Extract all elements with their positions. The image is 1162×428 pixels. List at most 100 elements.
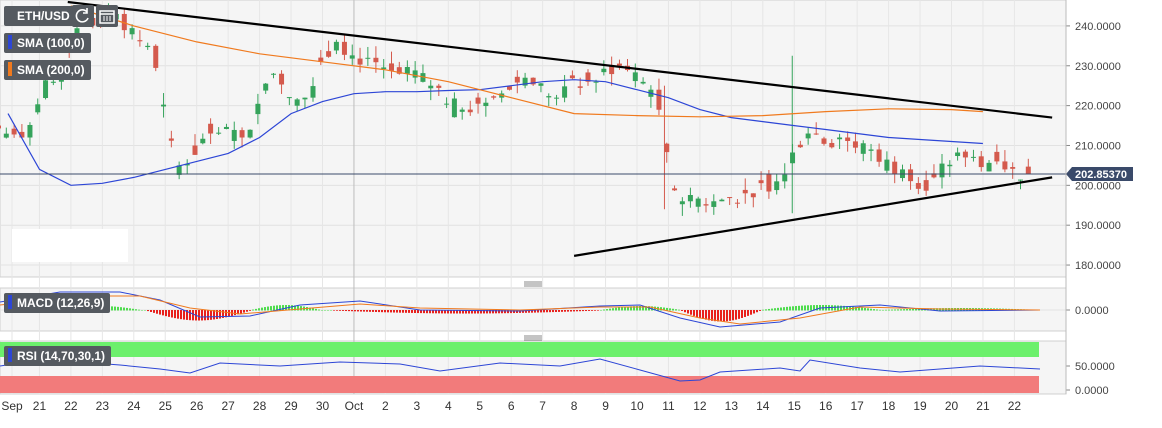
macd-bar — [339, 310, 341, 311]
macd-bar — [372, 310, 374, 312]
macd-bar — [321, 310, 323, 311]
symbol-label[interactable]: ETH/USD — [4, 6, 76, 26]
macd-bar — [891, 309, 893, 311]
macd-bar — [240, 310, 242, 314]
macd-bar — [258, 308, 260, 311]
candle-body — [554, 97, 560, 99]
candle-body — [703, 204, 709, 206]
macd-bar — [456, 310, 458, 314]
macd-bar — [774, 308, 776, 311]
price-tick-label: 200.0000 — [1075, 180, 1121, 192]
rsi-line — [0, 358, 1041, 382]
macd-bar — [186, 310, 188, 320]
macd-bar — [639, 306, 641, 311]
macd-bar — [150, 310, 152, 312]
candle-body — [962, 151, 968, 158]
rsi-tick-label: 50.0000 — [1075, 361, 1115, 373]
macd-bar — [495, 310, 497, 314]
candle-body — [522, 77, 528, 86]
candle-body — [876, 149, 882, 162]
candle-body — [444, 103, 450, 105]
candle-body — [923, 180, 929, 191]
macd-bar — [720, 310, 722, 322]
sma100-line — [7, 79, 983, 186]
calendar-button[interactable] — [96, 5, 118, 27]
macd-bar — [585, 310, 587, 312]
macd-bar — [507, 310, 509, 314]
macd-bar — [207, 310, 209, 321]
candle-body — [168, 138, 174, 141]
candle-body — [357, 58, 363, 65]
date-tick-label: 20 — [945, 399, 959, 413]
macd-bar — [621, 307, 623, 311]
macd-label[interactable]: MACD (12,26,9) — [4, 293, 111, 313]
macd-bar — [708, 310, 710, 321]
candle-body — [341, 41, 347, 55]
candle-body — [813, 133, 819, 135]
candle-body — [326, 51, 332, 57]
macd-bar — [216, 310, 218, 320]
macd-bar — [729, 310, 731, 321]
price-tick-label: 210.0000 — [1075, 140, 1121, 152]
macd-bar — [354, 310, 356, 312]
macd-bar — [930, 308, 932, 311]
candle-body — [153, 45, 159, 68]
macd-bar — [726, 310, 728, 322]
rsi-splitter[interactable] — [524, 335, 542, 341]
macd-bar — [582, 310, 584, 312]
macd-bar — [393, 310, 395, 313]
macd-bar — [444, 310, 446, 314]
candle-body — [263, 83, 269, 91]
sma200-text: SMA (200,0) — [17, 63, 85, 77]
macd-bar — [744, 310, 746, 317]
macd-bar — [570, 310, 572, 312]
candle-body — [286, 97, 292, 99]
sma200-label[interactable]: SMA (200,0) — [4, 60, 91, 80]
candle-body — [978, 156, 984, 168]
macd-bar — [783, 307, 785, 311]
macd-bar — [267, 306, 269, 311]
candle-body — [687, 195, 693, 202]
macd-bar — [747, 310, 749, 316]
refresh-button[interactable] — [72, 5, 94, 27]
macd-bar — [351, 310, 353, 312]
macd-bar — [294, 305, 296, 311]
candle-body — [381, 67, 387, 70]
date-tick-label: 5 — [476, 399, 483, 413]
candle-body — [727, 197, 733, 199]
candle-body — [593, 81, 599, 83]
macd-bar — [690, 310, 692, 315]
macd-bar — [600, 310, 602, 311]
candle-body — [719, 199, 725, 202]
macd-bar — [558, 310, 560, 312]
price-tick-label: 180.0000 — [1075, 260, 1121, 272]
candle-body — [750, 193, 756, 198]
macd-bar — [789, 306, 791, 311]
macd-bar — [129, 308, 131, 311]
macd-bar — [117, 306, 119, 311]
macd-splitter[interactable] — [524, 281, 542, 287]
macd-bar — [666, 307, 668, 311]
macd-tick-label: 0.0000 — [1075, 305, 1109, 317]
macd-bar — [642, 306, 644, 311]
macd-bar — [933, 308, 935, 311]
macd-bar — [531, 310, 533, 313]
macd-bar — [423, 310, 425, 314]
macd-bar — [348, 310, 350, 312]
macd-bar — [462, 310, 464, 314]
macd-bar — [543, 310, 545, 313]
sma100-label[interactable]: SMA (100,0) — [4, 33, 91, 53]
macd-bar — [861, 307, 863, 311]
macd-bar — [516, 310, 518, 313]
macd-bar — [699, 310, 701, 318]
macd-bar — [330, 310, 332, 311]
macd-bar — [180, 310, 182, 320]
rsi-label[interactable]: RSI (14,70,30,1) — [4, 346, 112, 366]
candle-body — [908, 169, 914, 182]
candle-body — [931, 173, 937, 178]
candle-body — [310, 86, 316, 98]
date-tick-label: 2 — [382, 399, 389, 413]
macd-bar — [618, 307, 620, 311]
macd-bar — [813, 305, 815, 311]
